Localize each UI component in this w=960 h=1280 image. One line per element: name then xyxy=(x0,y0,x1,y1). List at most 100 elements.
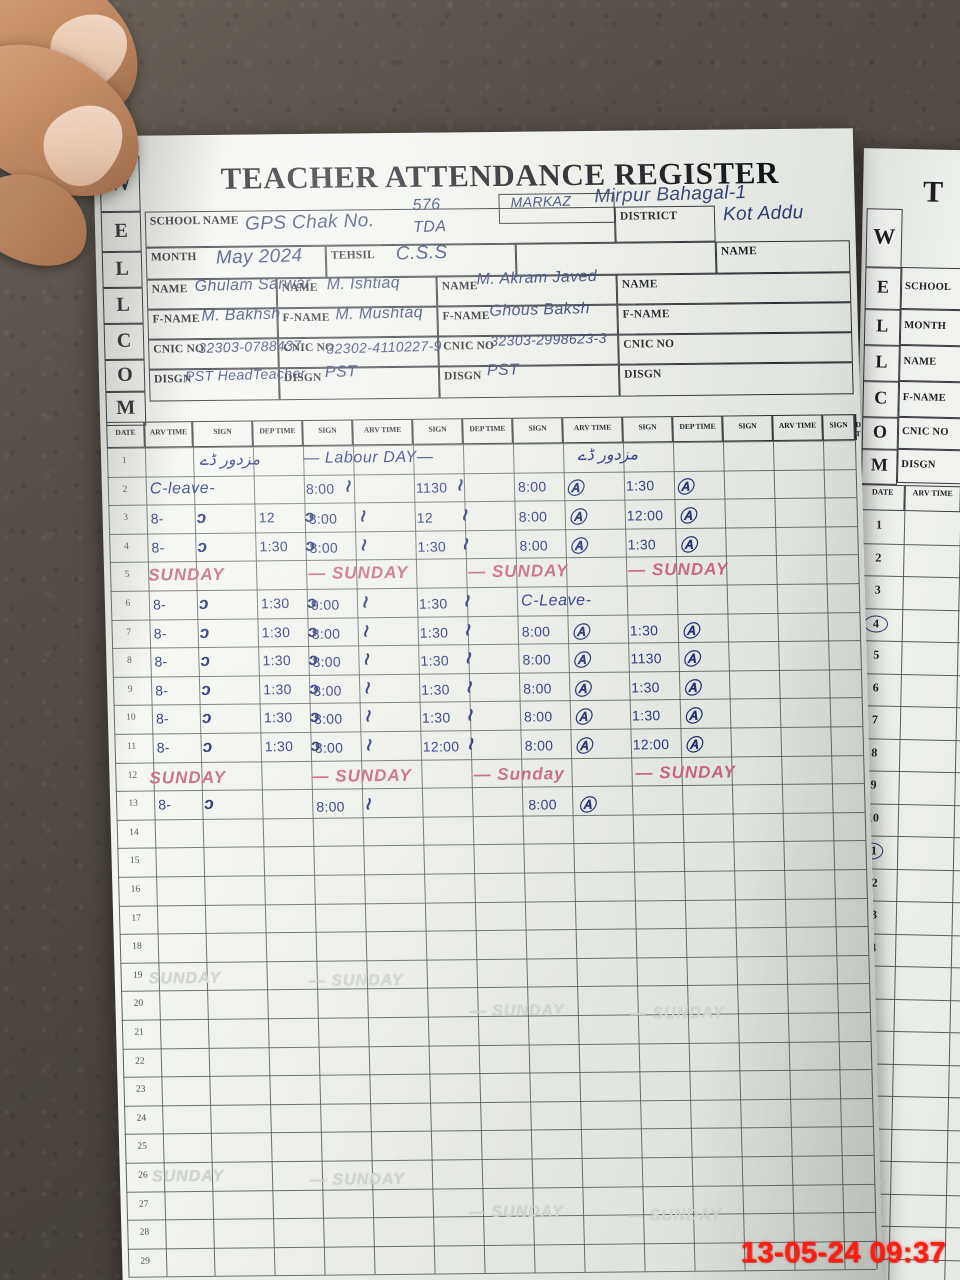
entry-sign: ≀ xyxy=(461,534,469,554)
entry-dep: 12:00 xyxy=(422,738,460,755)
column-header-14: SIGN xyxy=(822,414,855,441)
entry-dep: 1:30 xyxy=(631,707,661,724)
entry-dep: 12:00 xyxy=(626,507,664,524)
column-header-11: DEP TIME xyxy=(672,415,723,443)
entry-sign: Ⓐ xyxy=(573,708,592,728)
table-rule xyxy=(107,468,856,478)
entry-sunday: — SUNDAY xyxy=(467,561,569,582)
rp-label-month: MONTH xyxy=(899,308,960,349)
entry-sign: ɔ xyxy=(199,622,210,642)
entry-dep: 12 xyxy=(258,509,276,526)
row-number: 14 xyxy=(129,827,139,838)
rp-label-disgn: DISGN xyxy=(896,448,960,486)
vertical-letter-o: O xyxy=(104,359,146,393)
column-header-7: DEP TIME xyxy=(462,417,513,445)
row-number: 6 xyxy=(125,598,131,609)
entry-arv: 8:00 xyxy=(522,651,552,668)
entry-urdu-left: مزدور ڈے xyxy=(198,451,261,470)
rp-vertical-letter-o: O xyxy=(861,416,899,451)
entry-arv: 9:00 xyxy=(310,596,340,613)
entry-arv: 8:00 xyxy=(524,737,554,754)
table-rule xyxy=(128,1269,877,1279)
label-markaz: MARKAZ xyxy=(510,192,572,211)
entry-sign: ɔ xyxy=(203,794,214,814)
value-cnic-t2: 32302-4110227-9 xyxy=(325,337,443,357)
row-number: 24 xyxy=(136,1113,147,1124)
entry-sign: Ⓐ xyxy=(679,535,697,555)
table-rule xyxy=(109,525,858,535)
row-number: 11 xyxy=(126,741,137,752)
entry-dep: 1:30 xyxy=(418,595,448,612)
entry-dep: 1:30 xyxy=(259,537,289,555)
row-number: 29 xyxy=(140,1256,151,1267)
row-number: 20 xyxy=(133,998,144,1010)
entry-sign: Ⓐ xyxy=(682,649,700,670)
row-number: 16 xyxy=(130,884,141,895)
row-number: 19 xyxy=(132,970,143,981)
value-disgn-t2: PST xyxy=(324,363,358,382)
entry-sign: Ⓐ xyxy=(574,736,593,757)
entry-dep: 1:30 xyxy=(421,709,451,727)
entry-dep: 1130 xyxy=(415,479,448,496)
value-fname-t1: M. Bakhsh xyxy=(201,305,281,325)
entry-arv: 8:00 xyxy=(316,798,345,815)
entry-sign: Ⓐ xyxy=(573,679,591,699)
entry-sunday: — SUNDAY xyxy=(627,559,729,580)
vertical-letter-l: L xyxy=(102,287,144,325)
table-rule xyxy=(116,811,865,821)
rp-vertical-letter-m: M xyxy=(860,448,898,485)
entry-arv: 8:00 xyxy=(312,653,342,671)
entry-dep: 1:30 xyxy=(264,738,294,755)
entry-sign: Ⓐ xyxy=(568,508,587,528)
table-rule xyxy=(122,1040,871,1050)
entry-dep: 1:30 xyxy=(420,652,450,669)
row-number: 18 xyxy=(132,941,142,952)
entry-arv: 8:00 xyxy=(528,796,558,813)
row-number: 2 xyxy=(122,484,128,495)
entry-sunday-faint: — SUNDAY xyxy=(626,1206,723,1225)
label-disgn-t3: DISGN xyxy=(438,364,620,399)
table-rule xyxy=(114,726,863,735)
entry-sign: ɔ xyxy=(202,736,213,756)
entry-dep: 1:30 xyxy=(419,624,449,641)
entry-sign: Ⓐ xyxy=(681,621,700,641)
entry-sign: ≀ xyxy=(464,648,472,668)
entry-sunday-faint: — SUNDAY xyxy=(629,1004,725,1023)
table-column-rule xyxy=(252,446,276,1276)
value-name-t3: M. Akram Javed xyxy=(476,267,598,289)
entry-sunday: — SUNDAY xyxy=(635,761,737,783)
rp-row-number: 4 xyxy=(863,614,889,633)
table-rule xyxy=(113,697,862,707)
table-rule xyxy=(112,668,861,678)
entry-c-leave: C-Leave- xyxy=(520,591,592,610)
table-column-rule xyxy=(822,440,846,1270)
entry-sunday-faint: — SUNDAY xyxy=(308,971,404,990)
entry-arv: 8:00 xyxy=(523,708,553,726)
entry-sign: ≀ xyxy=(463,619,471,639)
entry-dep: 12:00 xyxy=(632,736,670,753)
table-rule xyxy=(115,754,864,764)
entry-dep: 1:30 xyxy=(261,623,291,640)
entry-sign: ≀ xyxy=(465,705,473,725)
column-header-6: SIGN xyxy=(412,418,463,445)
entry-c-leave: C-leave- xyxy=(149,479,216,498)
entry-sign: Ⓐ xyxy=(569,536,587,556)
column-header-12: SIGN xyxy=(722,415,773,442)
vertical-letter-e: E xyxy=(100,211,142,253)
column-header-4: SIGN xyxy=(302,419,353,446)
row-number: 25 xyxy=(137,1141,148,1153)
value-month: May 2024 xyxy=(215,245,303,269)
entry-sign: Ⓐ xyxy=(675,477,694,497)
row-number: 5 xyxy=(124,570,130,581)
column-header-15: DEP TIME xyxy=(854,414,876,441)
entry-sign: ≀ xyxy=(466,734,474,754)
entry-sunday-faint: SUNDAY xyxy=(148,969,222,988)
table-rule xyxy=(117,840,866,850)
rp-vertical-letter-l: L xyxy=(863,308,901,347)
entry-arv: 8:00 xyxy=(518,508,548,525)
table-column-rule xyxy=(772,441,796,1271)
entry-arv: 8- xyxy=(150,510,164,527)
row-number: 28 xyxy=(139,1227,150,1238)
